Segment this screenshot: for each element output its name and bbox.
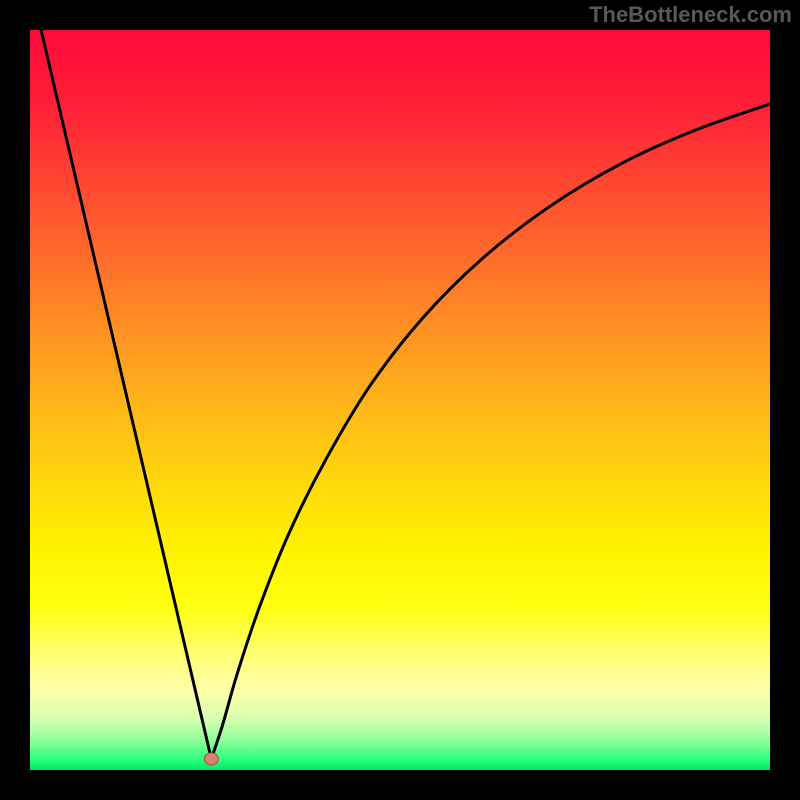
bottleneck-chart <box>0 0 800 800</box>
chart-container: TheBottleneck.com <box>0 0 800 800</box>
watermark-text: TheBottleneck.com <box>589 2 792 28</box>
plot-gradient <box>30 30 770 770</box>
optimal-point-marker <box>204 753 218 765</box>
